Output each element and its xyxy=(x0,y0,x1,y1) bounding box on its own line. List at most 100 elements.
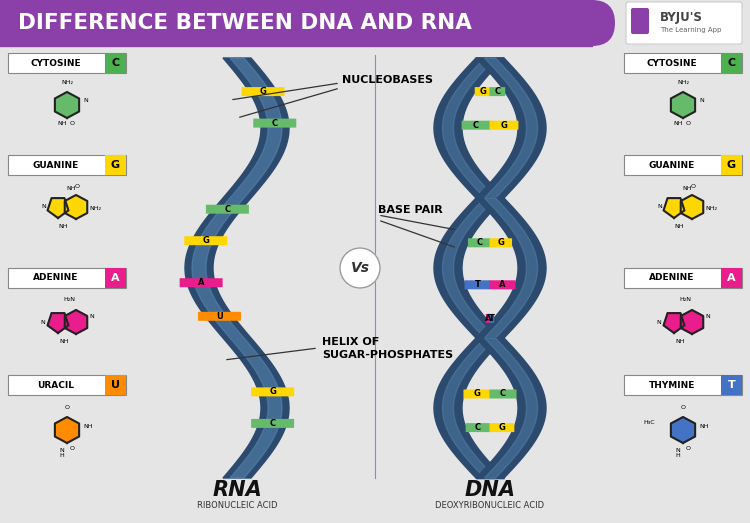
Polygon shape xyxy=(434,198,504,338)
Polygon shape xyxy=(681,310,703,334)
Text: O: O xyxy=(70,446,74,451)
Polygon shape xyxy=(47,313,68,333)
FancyBboxPatch shape xyxy=(624,268,742,288)
Text: C: C xyxy=(269,419,276,428)
Text: A: A xyxy=(485,314,491,323)
Polygon shape xyxy=(64,310,87,334)
Text: NH₂: NH₂ xyxy=(677,80,689,85)
Polygon shape xyxy=(476,198,546,338)
Text: SUGAR-PHOSPHATES: SUGAR-PHOSPHATES xyxy=(322,350,453,360)
Text: URACIL: URACIL xyxy=(38,381,74,390)
FancyBboxPatch shape xyxy=(464,280,490,289)
FancyBboxPatch shape xyxy=(105,53,126,73)
Text: NH₂: NH₂ xyxy=(61,80,73,85)
Text: H: H xyxy=(676,453,680,458)
FancyBboxPatch shape xyxy=(721,53,742,73)
FancyBboxPatch shape xyxy=(8,155,126,175)
Text: C: C xyxy=(500,390,506,399)
Polygon shape xyxy=(484,338,538,478)
Text: GUANINE: GUANINE xyxy=(33,161,80,169)
FancyBboxPatch shape xyxy=(105,268,126,288)
FancyBboxPatch shape xyxy=(721,268,742,288)
Text: N: N xyxy=(705,314,710,320)
Text: N: N xyxy=(42,204,46,210)
Polygon shape xyxy=(476,338,546,478)
Polygon shape xyxy=(671,417,695,443)
Text: RNA: RNA xyxy=(212,480,262,500)
Text: C: C xyxy=(473,121,479,130)
Polygon shape xyxy=(484,198,538,338)
FancyBboxPatch shape xyxy=(461,121,490,130)
FancyBboxPatch shape xyxy=(0,0,615,46)
FancyBboxPatch shape xyxy=(490,314,494,323)
Text: C: C xyxy=(475,423,482,432)
Polygon shape xyxy=(434,58,504,198)
FancyBboxPatch shape xyxy=(490,423,514,432)
FancyBboxPatch shape xyxy=(8,268,126,288)
Text: U: U xyxy=(216,312,223,321)
Text: H: H xyxy=(60,453,64,458)
FancyBboxPatch shape xyxy=(242,87,284,96)
FancyBboxPatch shape xyxy=(8,53,126,73)
FancyBboxPatch shape xyxy=(631,8,649,34)
Text: G: G xyxy=(111,160,120,170)
Text: O: O xyxy=(686,446,691,451)
Text: C: C xyxy=(272,119,278,128)
Polygon shape xyxy=(434,338,504,478)
FancyBboxPatch shape xyxy=(490,238,512,247)
FancyBboxPatch shape xyxy=(475,87,490,96)
Text: BASE PAIR: BASE PAIR xyxy=(378,205,442,215)
FancyBboxPatch shape xyxy=(184,236,227,245)
Text: O: O xyxy=(70,121,74,126)
Text: NH: NH xyxy=(674,224,684,229)
Polygon shape xyxy=(47,198,68,218)
Polygon shape xyxy=(476,58,546,198)
Text: T: T xyxy=(489,314,495,323)
Text: G: G xyxy=(499,423,506,432)
Text: NUCLEOBASES: NUCLEOBASES xyxy=(342,75,433,85)
Text: NH₂: NH₂ xyxy=(89,207,101,211)
Text: C: C xyxy=(112,58,119,68)
Text: NH: NH xyxy=(682,187,692,191)
Text: A: A xyxy=(198,278,205,287)
FancyBboxPatch shape xyxy=(8,375,126,395)
Text: H₂N: H₂N xyxy=(63,297,75,302)
FancyBboxPatch shape xyxy=(490,121,518,130)
Text: T: T xyxy=(728,380,735,390)
Text: A: A xyxy=(111,273,120,283)
Text: N: N xyxy=(699,98,703,104)
Text: NH₂: NH₂ xyxy=(705,207,717,211)
Text: NH: NH xyxy=(57,121,67,126)
Text: CYTOSINE: CYTOSINE xyxy=(31,59,81,67)
Text: N: N xyxy=(657,320,662,324)
Text: O: O xyxy=(74,184,80,189)
Polygon shape xyxy=(55,92,79,118)
Text: DEOXYRIBONUCLEIC ACID: DEOXYRIBONUCLEIC ACID xyxy=(436,501,544,509)
Polygon shape xyxy=(442,198,496,338)
Text: O: O xyxy=(680,405,686,410)
Text: N: N xyxy=(83,98,88,104)
Text: DNA: DNA xyxy=(464,480,515,500)
FancyBboxPatch shape xyxy=(198,312,241,321)
FancyBboxPatch shape xyxy=(180,278,223,287)
Polygon shape xyxy=(442,338,496,478)
Text: N: N xyxy=(40,320,45,324)
Polygon shape xyxy=(442,58,496,198)
Text: H₃C: H₃C xyxy=(644,419,655,425)
FancyBboxPatch shape xyxy=(624,375,742,395)
Text: GUANINE: GUANINE xyxy=(649,161,695,169)
Polygon shape xyxy=(64,195,87,219)
Text: O: O xyxy=(691,184,695,189)
Text: Vs: Vs xyxy=(350,261,370,275)
Text: G: G xyxy=(269,388,276,396)
Text: G: G xyxy=(260,87,266,96)
Text: DIFFERENCE BETWEEN DNA AND RNA: DIFFERENCE BETWEEN DNA AND RNA xyxy=(18,13,472,33)
FancyBboxPatch shape xyxy=(105,155,126,175)
Polygon shape xyxy=(185,58,289,478)
Text: G: G xyxy=(202,236,209,245)
FancyBboxPatch shape xyxy=(490,280,515,289)
Text: O: O xyxy=(64,405,70,410)
FancyBboxPatch shape xyxy=(624,155,742,175)
Text: N: N xyxy=(89,314,94,320)
Text: NH: NH xyxy=(83,424,92,428)
